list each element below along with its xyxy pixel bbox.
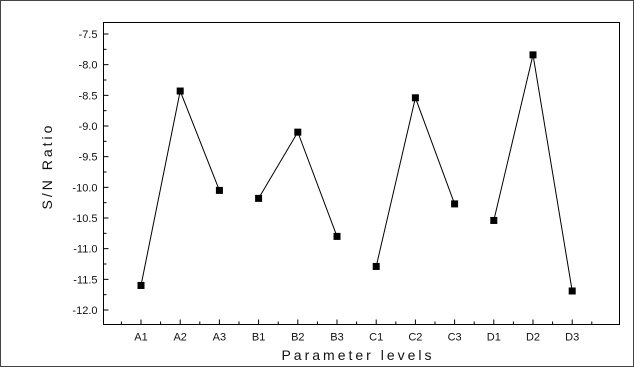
y-tick-label: -8.5	[79, 90, 98, 102]
x-tick-label: D2	[526, 332, 540, 344]
x-tick-label: B3	[330, 332, 343, 344]
x-axis-title: Parameter levels	[281, 347, 434, 363]
y-tick-label: -8.0	[79, 60, 98, 72]
x-tick-label: C3	[448, 332, 462, 344]
y-tick-label: -10.5	[72, 213, 97, 225]
x-tick-label: A1	[134, 332, 147, 344]
x-tick-label: A3	[213, 332, 226, 344]
plot-area	[103, 22, 620, 325]
data-point-A3	[215, 186, 223, 194]
x-tick-label: D3	[565, 332, 579, 344]
data-point-C1	[372, 262, 380, 270]
data-point-B1	[255, 194, 263, 202]
y-tick-label: -9.5	[79, 152, 98, 164]
data-point-D2	[529, 51, 537, 59]
data-point-A2	[176, 87, 184, 95]
y-tick-label: -12.0	[72, 305, 97, 317]
data-point-C2	[411, 94, 419, 102]
y-axis-title: S/N Ratio	[39, 123, 55, 210]
y-tick-label: -9.0	[79, 121, 98, 133]
x-tick-label: B1	[252, 332, 265, 344]
data-point-C3	[451, 200, 459, 208]
y-tick-label: -11.5	[73, 274, 97, 286]
y-tick-label: -7.5	[79, 29, 98, 41]
data-point-A1	[137, 281, 145, 289]
y-tick-label: -11.0	[73, 244, 97, 256]
x-tick-label: C1	[369, 332, 383, 344]
y-tick-label: -10.0	[72, 182, 97, 194]
x-tick-label: D1	[487, 332, 501, 344]
y-axis: -7.5 -8.0 -8.5 -9.0 -9.5 -10.0 -10.5 -11.0 -11.5…	[72, 29, 109, 317]
data-point-B3	[333, 232, 341, 240]
x-tick-label: B2	[291, 332, 304, 344]
data-point-D1	[490, 216, 498, 224]
x-tick-label: A2	[173, 332, 186, 344]
series-markers	[137, 51, 576, 295]
data-point-D3	[568, 287, 576, 295]
data-point-B2	[294, 128, 302, 136]
x-axis: A1 A2 A3 B1 B2 B3 C1 C2 C3 D1 D2 D3	[120, 319, 593, 344]
x-tick-label: C2	[408, 332, 422, 344]
